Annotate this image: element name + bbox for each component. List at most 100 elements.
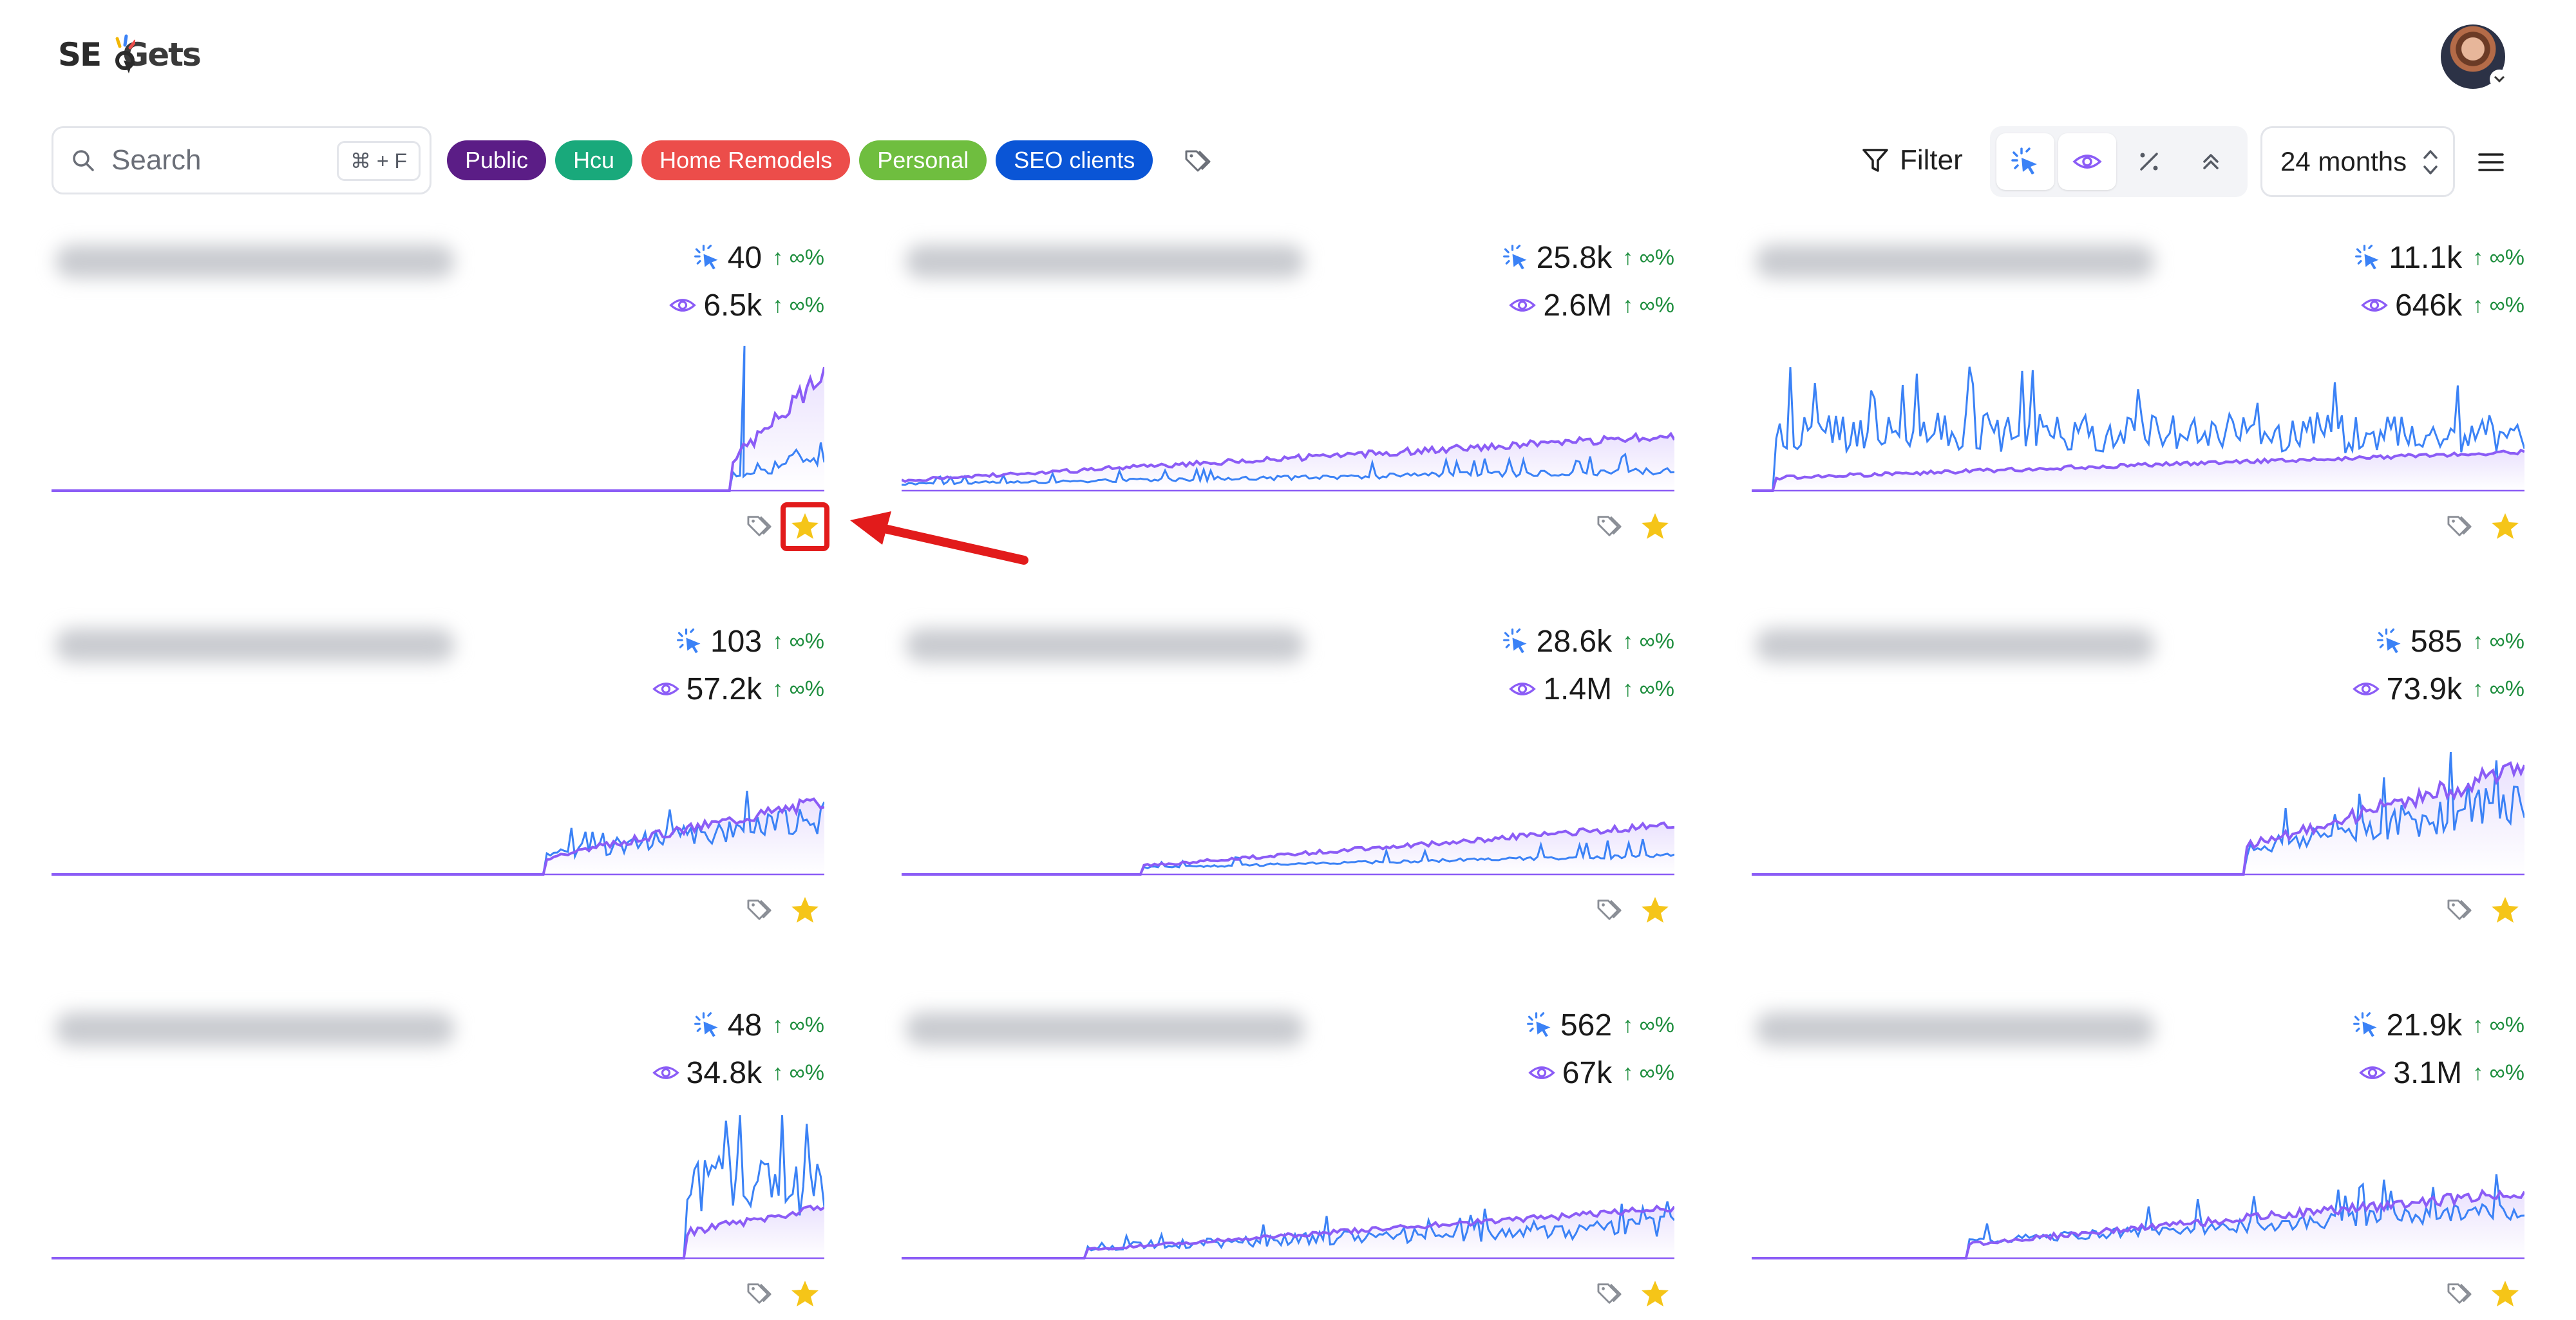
favorite-star-button[interactable] — [2486, 891, 2524, 930]
impressions-line — [52, 797, 824, 876]
site-name-blurred[interactable] — [905, 628, 1305, 662]
impressions-change: ↑ ∞% — [1622, 676, 1674, 701]
seogets-logo[interactable]: SE Gets — [58, 27, 202, 85]
star-icon — [2492, 897, 2519, 923]
site-card[interactable]: 21.9k ↑ ∞% 3.1M ↑ ∞% — [1752, 1006, 2524, 1320]
card-actions — [2446, 1275, 2524, 1314]
traffic-chart[interactable] — [52, 719, 824, 880]
site-name-blurred[interactable] — [905, 1012, 1305, 1046]
card-actions — [1596, 1275, 1674, 1314]
tag-icon — [747, 515, 772, 536]
favorite-star-button[interactable] — [786, 1275, 824, 1314]
site-card[interactable]: 103 ↑ ∞% 57.2k ↑ ∞% — [52, 622, 824, 950]
tag-button[interactable] — [1596, 897, 1624, 925]
tag-button[interactable] — [1596, 513, 1624, 541]
card-actions — [1596, 891, 1674, 930]
site-card[interactable]: 562 ↑ ∞% 67k ↑ ∞% — [902, 1006, 1674, 1320]
traffic-chart[interactable] — [902, 719, 1674, 880]
eye-icon — [652, 1066, 679, 1079]
traffic-chart[interactable] — [1752, 1102, 2524, 1263]
clicks-icon — [677, 628, 701, 654]
favorite-star-button[interactable] — [2486, 1275, 2524, 1314]
tag-personal[interactable]: Personal — [859, 140, 987, 180]
search-shortcut-badge: ⌘ + F — [336, 141, 421, 181]
tag-button[interactable] — [1596, 1281, 1624, 1308]
traffic-chart[interactable] — [52, 335, 824, 496]
tag-hcu[interactable]: Hcu — [555, 140, 633, 180]
tag-icon — [2447, 515, 2472, 536]
tags-icon[interactable] — [1179, 140, 1218, 180]
clicks-change: ↑ ∞% — [772, 1012, 824, 1037]
favorite-star-button[interactable] — [786, 891, 824, 930]
clicks-change: ↑ ∞% — [772, 245, 824, 270]
clicks-line — [902, 452, 1674, 486]
clicks-stat: 25.8k ↑ ∞% — [1502, 238, 1674, 277]
toggle-impressions[interactable] — [2058, 133, 2116, 190]
tag-button[interactable] — [2446, 897, 2474, 925]
site-card[interactable]: 585 ↑ ∞% 73.9k ↑ ∞% — [1752, 622, 2524, 950]
site-name-blurred[interactable] — [905, 245, 1305, 278]
eye-icon — [1509, 299, 1537, 312]
tag-button[interactable] — [2446, 513, 2474, 541]
impressions-line — [1752, 1188, 2524, 1259]
clicks-change: ↑ ∞% — [2472, 1012, 2524, 1037]
filter-button[interactable]: Filter — [1861, 138, 1963, 183]
impressions-area — [1752, 1191, 2524, 1258]
clicks-value: 562 — [1560, 1008, 1613, 1042]
period-select[interactable]: 24 months — [2260, 126, 2455, 197]
site-name-blurred[interactable] — [55, 1012, 455, 1046]
site-card[interactable]: 40 ↑ ∞% 6.5k ↑ ∞% — [52, 238, 829, 567]
favorite-star-button[interactable] — [1636, 891, 1674, 930]
favorite-star-button[interactable] — [1636, 507, 1674, 546]
site-name-blurred[interactable] — [55, 245, 455, 278]
search-icon — [73, 150, 94, 171]
tag-home-remodels[interactable]: Home Remodels — [641, 140, 851, 180]
impressions-value: 73.9k — [2386, 672, 2463, 706]
star-icon — [791, 513, 819, 539]
card-actions — [746, 1275, 824, 1314]
tag-icon — [2447, 899, 2472, 920]
annotation-arrow — [850, 511, 1028, 565]
site-card[interactable]: 28.6k ↑ ∞% 1.4M ↑ ∞% — [902, 622, 1674, 950]
search-input[interactable] — [111, 144, 324, 176]
clicks-value: 11.1k — [2389, 240, 2463, 275]
impressions-line — [902, 1204, 1674, 1259]
impressions-value: 3.1M — [2393, 1055, 2463, 1090]
favorite-star-button[interactable] — [1636, 1275, 1674, 1314]
toggle-ctr[interactable] — [2120, 133, 2178, 190]
chevron-down-icon[interactable] — [2490, 70, 2509, 89]
tag-button[interactable] — [746, 1281, 774, 1308]
favorite-star-button[interactable] — [781, 502, 829, 551]
traffic-chart[interactable] — [1752, 719, 2524, 880]
search-box[interactable]: ⌘ + F — [52, 126, 431, 194]
favorite-star-button[interactable] — [2486, 507, 2524, 546]
traffic-chart[interactable] — [1752, 335, 2524, 496]
tag-public[interactable]: Public — [447, 140, 547, 180]
traffic-chart[interactable] — [902, 335, 1674, 496]
site-name-blurred[interactable] — [1756, 628, 2155, 662]
tag-button[interactable] — [746, 897, 774, 925]
site-card[interactable]: 25.8k ↑ ∞% 2.6M ↑ ∞% — [902, 238, 1674, 567]
impressions-line — [902, 431, 1674, 483]
tag-button[interactable] — [2446, 1281, 2474, 1308]
impressions-stat: 2.6M ↑ ∞% — [1508, 286, 1674, 325]
toggle-clicks[interactable] — [1996, 133, 2054, 190]
impressions-change: ↑ ∞% — [772, 1060, 824, 1085]
tag-button[interactable] — [746, 513, 774, 541]
clicks-value: 21.9k — [2386, 1008, 2463, 1042]
site-name-blurred[interactable] — [1756, 1012, 2155, 1046]
site-card[interactable]: 48 ↑ ∞% 34.8k ↑ ∞% — [52, 1006, 824, 1320]
toggle-position[interactable] — [2182, 133, 2240, 190]
impressions-change: ↑ ∞% — [1622, 292, 1674, 317]
menu-button[interactable] — [2472, 143, 2510, 182]
tag-seo-clients[interactable]: SEO clients — [996, 140, 1153, 180]
traffic-chart[interactable] — [902, 1102, 1674, 1263]
clicks-stat: 585 ↑ ∞% — [2376, 622, 2524, 661]
site-name-blurred[interactable] — [55, 628, 455, 662]
clicks-value: 28.6k — [1536, 624, 1613, 659]
site-card[interactable]: 11.1k ↑ ∞% 646k ↑ ∞% — [1752, 238, 2524, 567]
impressions-value: 67k — [1562, 1055, 1613, 1090]
site-name-blurred[interactable] — [1756, 245, 2155, 278]
clicks-icon — [2355, 245, 2379, 270]
traffic-chart[interactable] — [52, 1102, 824, 1263]
